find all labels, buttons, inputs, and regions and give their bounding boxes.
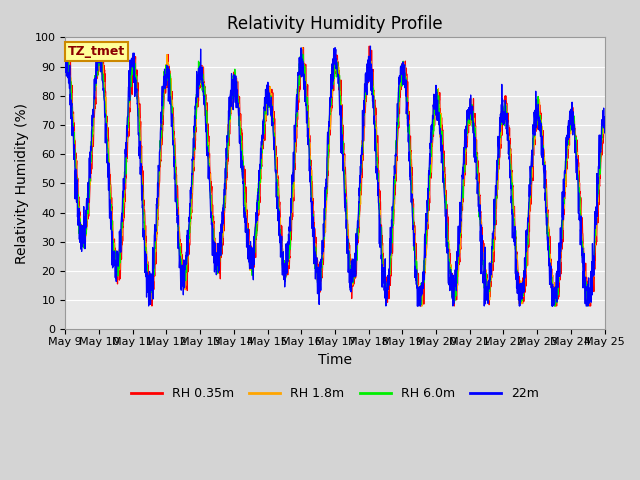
X-axis label: Time: Time xyxy=(318,352,352,367)
Title: Relativity Humidity Profile: Relativity Humidity Profile xyxy=(227,15,443,33)
Text: TZ_tmet: TZ_tmet xyxy=(68,45,125,58)
Legend: RH 0.35m, RH 1.8m, RH 6.0m, 22m: RH 0.35m, RH 1.8m, RH 6.0m, 22m xyxy=(126,382,544,405)
Y-axis label: Relativity Humidity (%): Relativity Humidity (%) xyxy=(15,103,29,264)
